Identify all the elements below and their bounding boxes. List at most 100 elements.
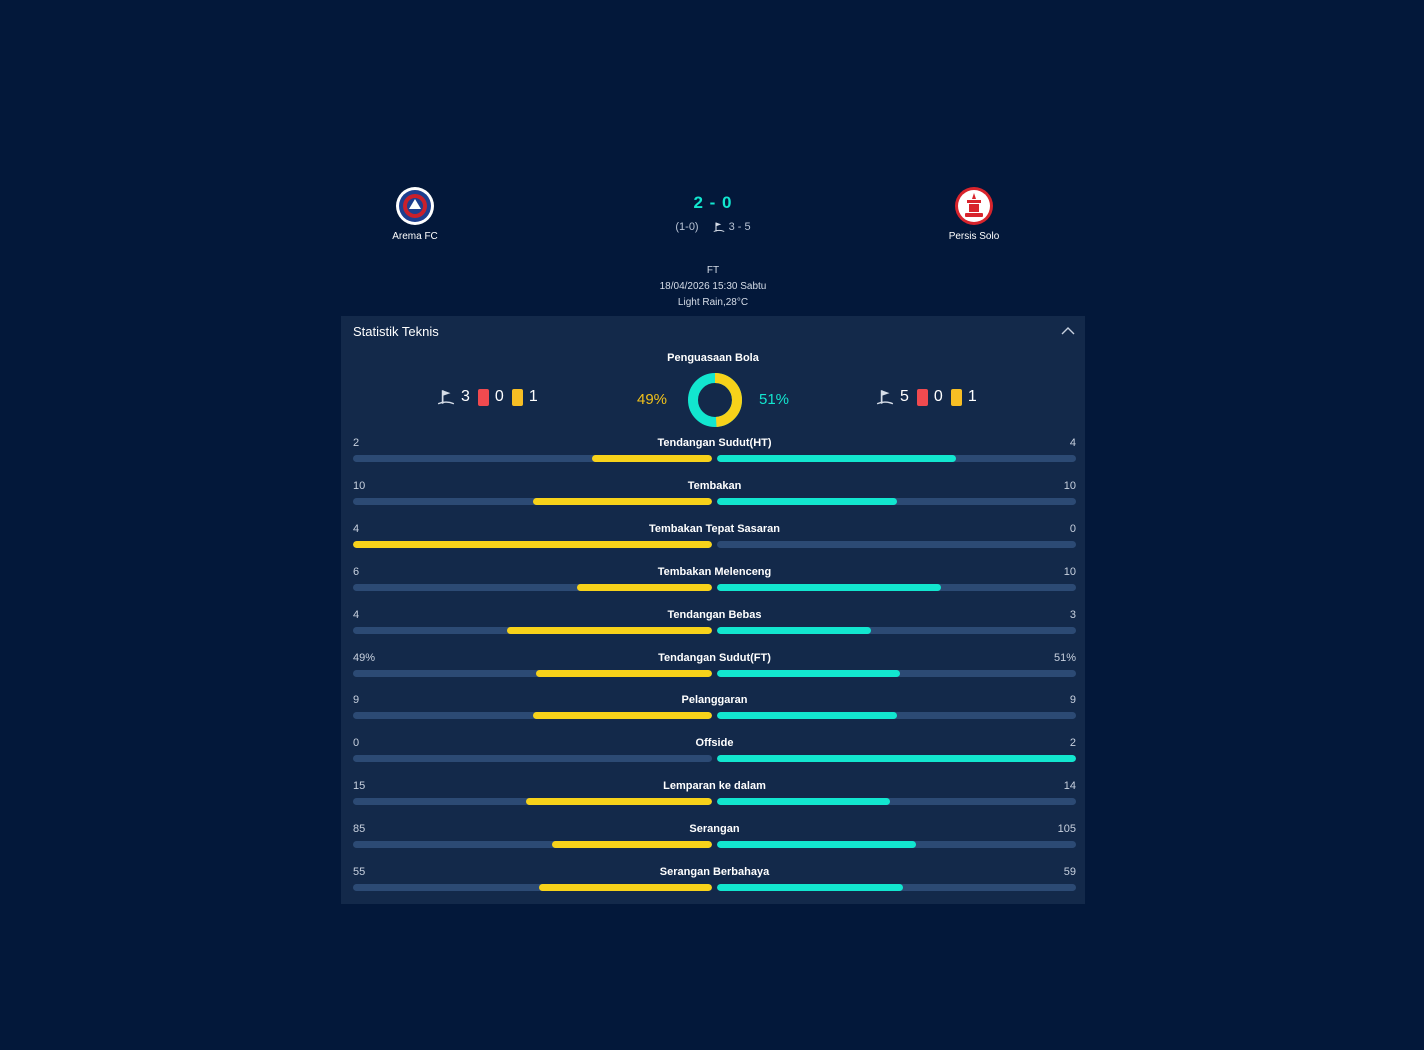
match-status: FT bbox=[706, 265, 720, 276]
stat-home-value: 2 bbox=[353, 437, 360, 449]
away-stat-track bbox=[717, 626, 1076, 634]
home-stat-track bbox=[353, 712, 712, 720]
stat-home-value: 4 bbox=[353, 522, 360, 535]
score-block: 2 - 0 (1-0) 3 - 5 bbox=[613, 193, 813, 233]
persis-solo-logo-icon bbox=[955, 187, 993, 225]
stat-label: Tembakan Melenceng bbox=[657, 565, 772, 578]
stat-label: Tembakan bbox=[687, 479, 742, 492]
stat-away-value: 51% bbox=[1053, 651, 1076, 664]
stat-home-value: 85 bbox=[353, 823, 366, 836]
home-stat-bar bbox=[353, 540, 712, 548]
home-stat-track bbox=[353, 540, 712, 548]
stat-label: Offside bbox=[695, 737, 734, 750]
stat-row: 85 Serangan 105 bbox=[353, 823, 1076, 853]
corner-flag-icon bbox=[713, 222, 725, 232]
stat-home-value: 4 bbox=[353, 608, 360, 621]
home-stat-track bbox=[353, 626, 712, 634]
away-stat-bar bbox=[717, 755, 1076, 763]
red-card-icon bbox=[477, 388, 489, 406]
home-stat-bar bbox=[577, 583, 712, 591]
stat-label: Lemparan ke dalam bbox=[663, 780, 766, 793]
corner-flag-icon bbox=[876, 390, 894, 405]
away-team-name: Persis Solo bbox=[948, 231, 1000, 242]
home-stat-bar bbox=[532, 712, 712, 720]
away-possession-pct: 51% bbox=[759, 391, 790, 408]
match-weather: Light Rain,28°C bbox=[677, 297, 749, 308]
sub-score: (1-0) 3 - 5 bbox=[613, 221, 813, 233]
stat-row: 55 Serangan Berbahaya 59 bbox=[353, 866, 1076, 896]
away-stat-bar bbox=[717, 626, 871, 634]
stat-home-value: 10 bbox=[353, 479, 366, 492]
away-yellow-count: 1 bbox=[967, 388, 977, 405]
stat-home-value: 9 bbox=[353, 694, 360, 707]
away-stat-bar bbox=[717, 669, 901, 677]
away-stat-bar bbox=[717, 841, 916, 849]
stat-row: 9 Pelanggaran 9 bbox=[353, 694, 1076, 724]
stat-row: 4 Tembakan Tepat Sasaran 0 bbox=[353, 523, 1076, 553]
stat-label: Tembakan Tepat Sasaran bbox=[648, 522, 781, 535]
stat-home-value: 0 bbox=[353, 737, 360, 750]
red-card-icon bbox=[916, 388, 928, 406]
stat-away-value: 4 bbox=[1069, 437, 1076, 449]
home-team[interactable]: Arema FC bbox=[355, 186, 475, 242]
stat-row: 2 Tendangan Sudut(HT) 4 bbox=[353, 437, 1076, 467]
stat-home-value: 6 bbox=[353, 565, 360, 578]
away-summary: 5 0 1 bbox=[876, 388, 985, 406]
away-stat-track bbox=[717, 497, 1076, 505]
match-datetime: 18/04/2026 15:30 Sabtu bbox=[659, 281, 767, 292]
stat-away-value: 0 bbox=[1069, 522, 1076, 535]
stat-away-value: 10 bbox=[1063, 479, 1076, 492]
corner-flag-icon bbox=[437, 390, 455, 405]
stat-home-value: 55 bbox=[353, 866, 366, 878]
possession-title: Penguasaan Bola bbox=[667, 352, 759, 364]
stat-away-value: 3 bbox=[1069, 608, 1076, 621]
stat-row: 4 Tendangan Bebas 3 bbox=[353, 609, 1076, 639]
yellow-card-icon bbox=[950, 388, 962, 406]
away-stat-track bbox=[717, 755, 1076, 763]
home-stat-bar bbox=[538, 884, 712, 891]
home-stat-bar bbox=[532, 497, 712, 505]
home-stat-bar bbox=[551, 841, 712, 849]
stat-label: Tendangan Sudut(FT) bbox=[658, 651, 771, 664]
home-possession-pct: 49% bbox=[637, 391, 668, 408]
home-summary: 3 0 1 bbox=[437, 388, 546, 406]
away-stat-bar bbox=[717, 798, 891, 806]
home-stat-bar bbox=[592, 455, 712, 462]
away-stat-bar bbox=[717, 583, 942, 591]
away-stat-track bbox=[717, 712, 1076, 720]
stat-away-value: 9 bbox=[1069, 694, 1076, 707]
possession-donut-chart bbox=[688, 373, 742, 427]
away-stat-bar bbox=[717, 497, 897, 505]
stat-label: Tendangan Sudut(HT) bbox=[657, 437, 772, 449]
home-stat-track bbox=[353, 583, 712, 591]
home-yellow-count: 1 bbox=[528, 388, 538, 405]
corner-score: 3 - 5 bbox=[728, 221, 751, 233]
away-team[interactable]: Persis Solo bbox=[914, 186, 1034, 242]
stat-away-value: 14 bbox=[1063, 780, 1076, 793]
stat-away-value: 59 bbox=[1063, 866, 1076, 878]
away-stat-bar bbox=[717, 884, 903, 891]
stat-row: 49% Tendangan Sudut(FT) 51% bbox=[353, 652, 1076, 682]
home-stat-bar bbox=[526, 798, 712, 806]
stat-row: 6 Tembakan Melenceng 10 bbox=[353, 566, 1076, 596]
arema-fc-logo-icon bbox=[396, 187, 434, 225]
home-corners-count: 3 bbox=[461, 388, 470, 405]
stat-label: Pelanggaran bbox=[681, 694, 748, 707]
home-team-name: Arema FC bbox=[392, 231, 438, 242]
home-stat-track bbox=[353, 798, 712, 806]
away-stat-track bbox=[717, 455, 1076, 462]
stat-label: Serangan Berbahaya bbox=[659, 866, 770, 878]
chevron-up-icon[interactable] bbox=[1061, 324, 1075, 338]
stat-label: Tendangan Bebas bbox=[667, 608, 762, 621]
yellow-card-icon bbox=[511, 388, 523, 406]
stat-label: Serangan bbox=[689, 823, 740, 836]
stat-home-value: 15 bbox=[353, 780, 366, 793]
away-stat-track bbox=[717, 798, 1076, 806]
stat-row: 0 Offside 2 bbox=[353, 737, 1076, 767]
away-corners-count: 5 bbox=[900, 388, 909, 405]
home-red-count: 0 bbox=[494, 388, 504, 405]
half-time-score: (1-0) bbox=[675, 221, 699, 233]
away-stat-track bbox=[717, 583, 1076, 591]
home-stat-track bbox=[353, 669, 712, 677]
home-stat-track bbox=[353, 455, 712, 462]
